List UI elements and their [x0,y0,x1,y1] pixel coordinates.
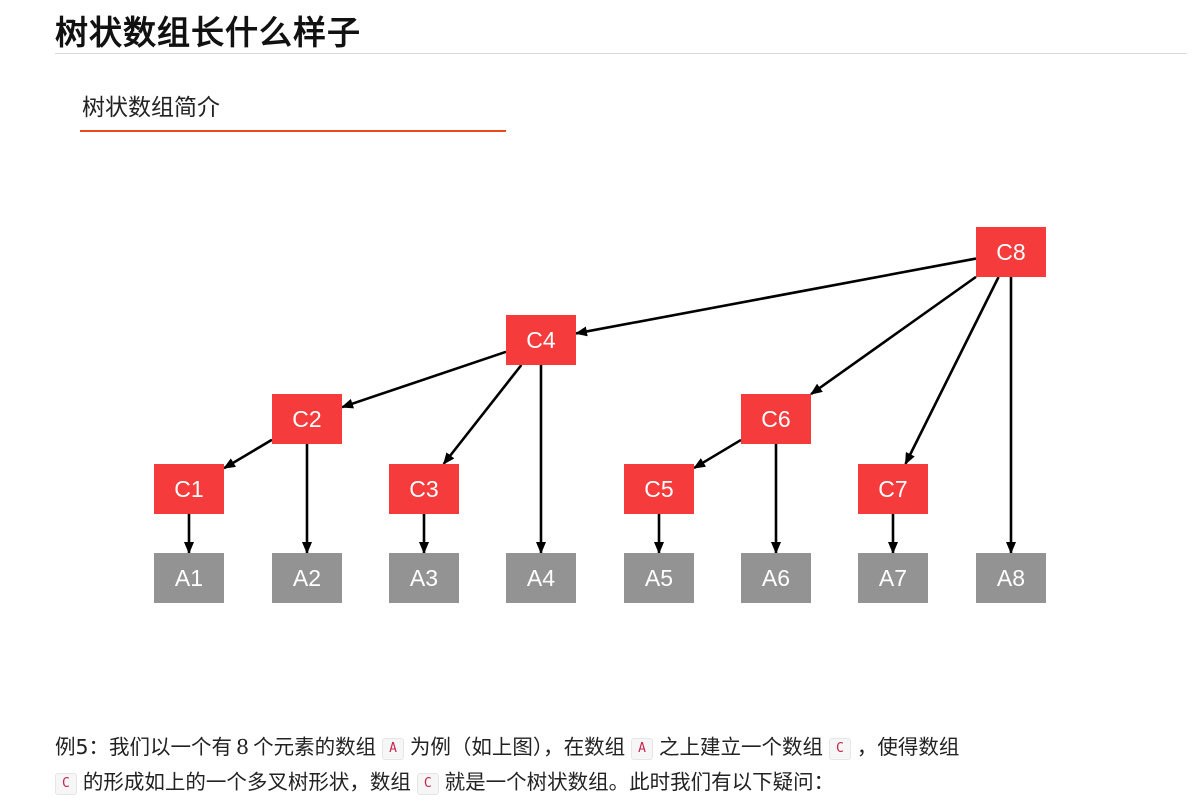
a-node-box [624,553,694,603]
a-node-label: A2 [293,565,321,591]
node-a1: A1 [154,553,224,603]
section-heading: 树状数组简介 [82,95,220,121]
paragraph-text-7: 就是一个树状数组。此时我们有以下疑问： [444,770,835,794]
a-node-box [858,553,928,603]
node-a6: A6 [741,553,811,603]
c-node-box [741,394,811,444]
c-node-box [154,464,224,514]
a-node-label: A8 [997,565,1025,591]
paragraph-text-4: 之上建立一个数组 [659,735,823,759]
node-c2: C2 [272,394,342,444]
c-node-label: C7 [878,476,907,502]
node-c1: C1 [154,464,224,514]
a-node-box [741,553,811,603]
element-count: 8 [236,735,250,759]
edge-c4-to-c3 [442,364,523,465]
c-node-label: C8 [996,239,1025,265]
paragraph-text-5: ，使得数组 [856,735,960,759]
inline-code-array-c: C [416,773,439,795]
edge-c8-to-c7 [904,276,1000,465]
a-node-label: A5 [645,565,673,591]
a-node-box [506,553,576,603]
c-node-label: C6 [761,406,790,432]
paragraph-text-1: 例5：我们以一个有 [55,735,233,759]
node-a4: A4 [506,553,576,603]
c-node-label: C1 [174,476,203,502]
c-node-label: C4 [526,327,556,353]
a-node-box [976,553,1046,603]
node-c7: C7 [858,464,928,514]
a-node-label: A1 [175,565,203,591]
body-paragraph: 例5：我们以一个有 8 个元素的数组 A 为例（如上图），在数组 A 之上建立一个数组 C ，使… [55,730,1165,800]
paragraph-text-2: 个元素的数组 [253,735,377,759]
c-node-box [976,227,1046,277]
a-node-label: A3 [410,565,438,591]
edge-c8-to-c4 [575,257,977,337]
node-a2: A2 [272,553,342,603]
a-node-label: A4 [527,565,555,591]
edge-c8-to-c6 [810,275,977,396]
inline-code-array-c: C [55,773,77,795]
node-c5: C5 [624,464,694,514]
c-node-box [624,464,694,514]
node-c4: C4 [506,315,576,365]
c-node-label: C3 [409,476,438,502]
title-divider [55,53,1187,54]
a-node-box [272,553,342,603]
c-node-label: C2 [292,406,321,432]
inline-code-array-c: C [829,738,851,760]
paragraph-text-3: 为例（如上图），在数组 [409,735,626,759]
a-node-label: A6 [762,565,790,591]
page-title: 树状数组长什么样子 [55,13,361,52]
c-node-label: C5 [644,476,673,502]
c-node-box [858,464,928,514]
inline-code-array-a: A [631,738,653,760]
a-node-box [389,553,459,603]
node-a3: A3 [389,553,459,603]
c-node-box [389,464,459,514]
node-c8: C8 [976,227,1046,277]
a-node-box [154,553,224,603]
edge-c2-to-c1 [223,438,273,470]
edges-layer [184,257,1016,554]
paragraph-text-6: 的形成如上的一个多叉树形状，数组 [82,770,411,794]
fenwick-tree-diagram: A1 A2 A3 A4 A5 A6 A7 A8 C1 C2 C3 C4 C5 C6 C7 C8 [154,227,1046,603]
c-node-box [506,315,576,365]
a-node-label: A7 [879,565,907,591]
node-a8: A8 [976,553,1046,603]
node-a7: A7 [858,553,928,603]
section-heading-underline [80,130,506,132]
c-node-box [272,394,342,444]
node-c3: C3 [389,464,459,514]
node-c6: C6 [741,394,811,444]
inline-code-array-a: A [382,738,404,760]
edge-c4-to-c2 [341,350,507,409]
edge-c6-to-c5 [693,438,742,470]
nodes-layer: A1 A2 A3 A4 A5 A6 A7 A8 C1 C2 C3 C4 C5 C6 C7 C8 [154,227,1046,603]
node-a5: A5 [624,553,694,603]
